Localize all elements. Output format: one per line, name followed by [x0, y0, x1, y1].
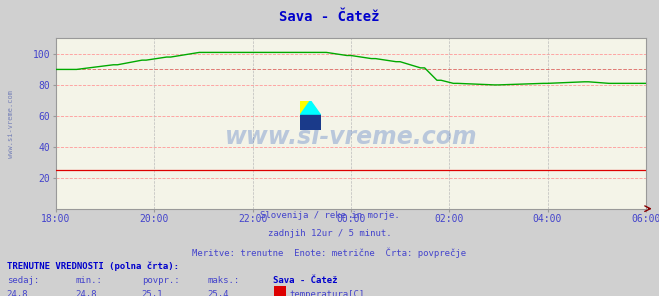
- Text: sedaj:: sedaj:: [7, 276, 39, 285]
- Polygon shape: [300, 115, 321, 130]
- Polygon shape: [300, 101, 321, 115]
- Polygon shape: [300, 101, 310, 115]
- Text: Sava - Čatež: Sava - Čatež: [279, 10, 380, 24]
- Text: TRENUTNE VREDNOSTI (polna črta):: TRENUTNE VREDNOSTI (polna črta):: [7, 262, 179, 271]
- Text: zadnjih 12ur / 5 minut.: zadnjih 12ur / 5 minut.: [268, 229, 391, 238]
- Text: Meritve: trenutne  Enote: metrične  Črta: povprečje: Meritve: trenutne Enote: metrične Črta: …: [192, 248, 467, 258]
- Text: temperatura[C]: temperatura[C]: [289, 290, 364, 296]
- Text: www.si-vreme.com: www.si-vreme.com: [225, 125, 477, 149]
- Text: Sava - Čatež: Sava - Čatež: [273, 276, 338, 285]
- Text: 24,8: 24,8: [7, 290, 28, 296]
- Text: min.:: min.:: [76, 276, 103, 285]
- Text: maks.:: maks.:: [208, 276, 240, 285]
- Text: 25,4: 25,4: [208, 290, 229, 296]
- Text: Slovenija / reke in morje.: Slovenija / reke in morje.: [260, 211, 399, 220]
- Text: www.si-vreme.com: www.si-vreme.com: [8, 90, 14, 158]
- Text: 25,1: 25,1: [142, 290, 163, 296]
- Text: povpr.:: povpr.:: [142, 276, 179, 285]
- Text: 24,8: 24,8: [76, 290, 98, 296]
